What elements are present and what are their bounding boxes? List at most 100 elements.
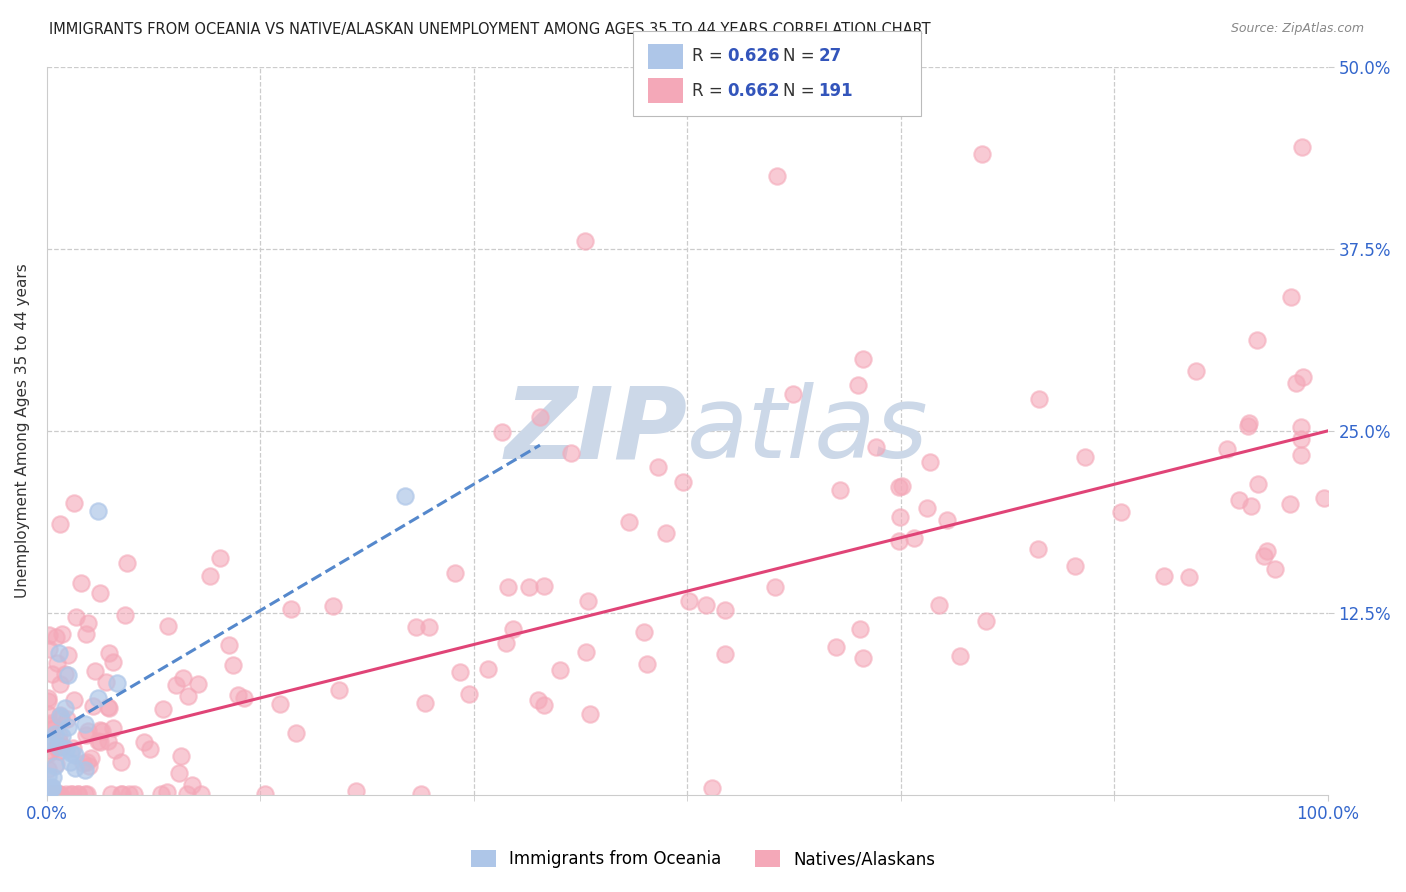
Point <box>150 787 173 801</box>
Point <box>98 647 121 661</box>
Point <box>209 550 232 565</box>
Point <box>38 642 60 657</box>
Point <box>41 780 63 795</box>
Point <box>90 724 112 739</box>
Point <box>48 734 70 748</box>
Point <box>87 504 110 518</box>
Point <box>42 770 65 784</box>
Point <box>576 594 599 608</box>
Point <box>55 741 77 756</box>
Point <box>491 425 513 439</box>
Point <box>1285 376 1308 390</box>
Point <box>903 531 925 545</box>
Point <box>37 769 59 783</box>
Point <box>37 706 59 721</box>
Point <box>1246 333 1268 347</box>
Text: 27: 27 <box>818 47 842 65</box>
Point <box>517 580 540 594</box>
Point <box>170 749 193 764</box>
Point <box>449 665 471 680</box>
Point <box>60 787 83 801</box>
Text: atlas: atlas <box>688 383 929 479</box>
Point <box>1026 541 1049 556</box>
Text: Source: ZipAtlas.com: Source: ZipAtlas.com <box>1230 22 1364 36</box>
Point <box>1178 570 1201 584</box>
Point <box>889 509 911 524</box>
Point <box>114 607 136 622</box>
Point <box>269 697 291 711</box>
Point <box>166 678 188 692</box>
Point <box>75 728 97 742</box>
Point <box>41 735 63 749</box>
Point <box>1216 442 1239 456</box>
Point <box>37 747 59 761</box>
Point <box>181 778 204 792</box>
Text: R =: R = <box>692 47 728 65</box>
Point <box>1237 418 1260 433</box>
Point <box>101 655 124 669</box>
Point <box>1064 559 1087 574</box>
Point <box>1264 562 1286 576</box>
Point <box>763 580 786 594</box>
Point <box>132 735 155 749</box>
Point <box>284 726 307 740</box>
Point <box>533 579 555 593</box>
Point <box>63 496 86 510</box>
Point <box>45 630 67 644</box>
Point <box>96 699 118 714</box>
Point <box>48 739 70 754</box>
Point <box>45 787 67 801</box>
Point <box>59 746 82 760</box>
Point <box>45 740 67 755</box>
Text: ZIP: ZIP <box>505 383 688 479</box>
Point <box>782 387 804 401</box>
Point <box>1278 497 1301 511</box>
Point <box>45 656 67 670</box>
Point <box>695 598 717 612</box>
Point <box>105 676 128 690</box>
Point <box>97 701 120 715</box>
Point <box>118 787 141 801</box>
Point <box>49 787 72 801</box>
Point <box>766 169 789 183</box>
Point <box>138 742 160 756</box>
Point <box>852 651 875 665</box>
Point <box>41 787 63 801</box>
Point <box>38 718 60 732</box>
Point <box>1289 448 1312 462</box>
Point <box>49 516 72 531</box>
Point <box>44 787 66 801</box>
Point <box>444 566 467 580</box>
Point <box>62 740 84 755</box>
Point <box>48 787 70 801</box>
Point <box>111 787 134 801</box>
Point <box>852 352 875 367</box>
Point <box>918 455 941 469</box>
Point <box>457 687 479 701</box>
Point <box>48 676 70 690</box>
Point <box>97 734 120 748</box>
Point <box>322 599 344 613</box>
Point <box>38 715 60 730</box>
Point <box>37 690 59 705</box>
Point <box>889 480 911 494</box>
Point <box>714 603 737 617</box>
Point <box>1153 569 1175 583</box>
Point <box>172 671 194 685</box>
Point <box>156 619 179 633</box>
Text: N =: N = <box>783 82 820 100</box>
Point <box>51 729 73 743</box>
Point <box>533 698 555 712</box>
Point <box>1028 392 1050 406</box>
Point <box>498 580 520 594</box>
Point <box>828 483 851 497</box>
Point <box>560 446 582 460</box>
Point <box>60 787 83 801</box>
Point <box>69 575 91 590</box>
Point <box>1074 450 1097 464</box>
Point <box>156 785 179 799</box>
Point <box>101 722 124 736</box>
Point <box>700 781 723 796</box>
Point <box>55 787 77 801</box>
Point <box>1227 493 1250 508</box>
